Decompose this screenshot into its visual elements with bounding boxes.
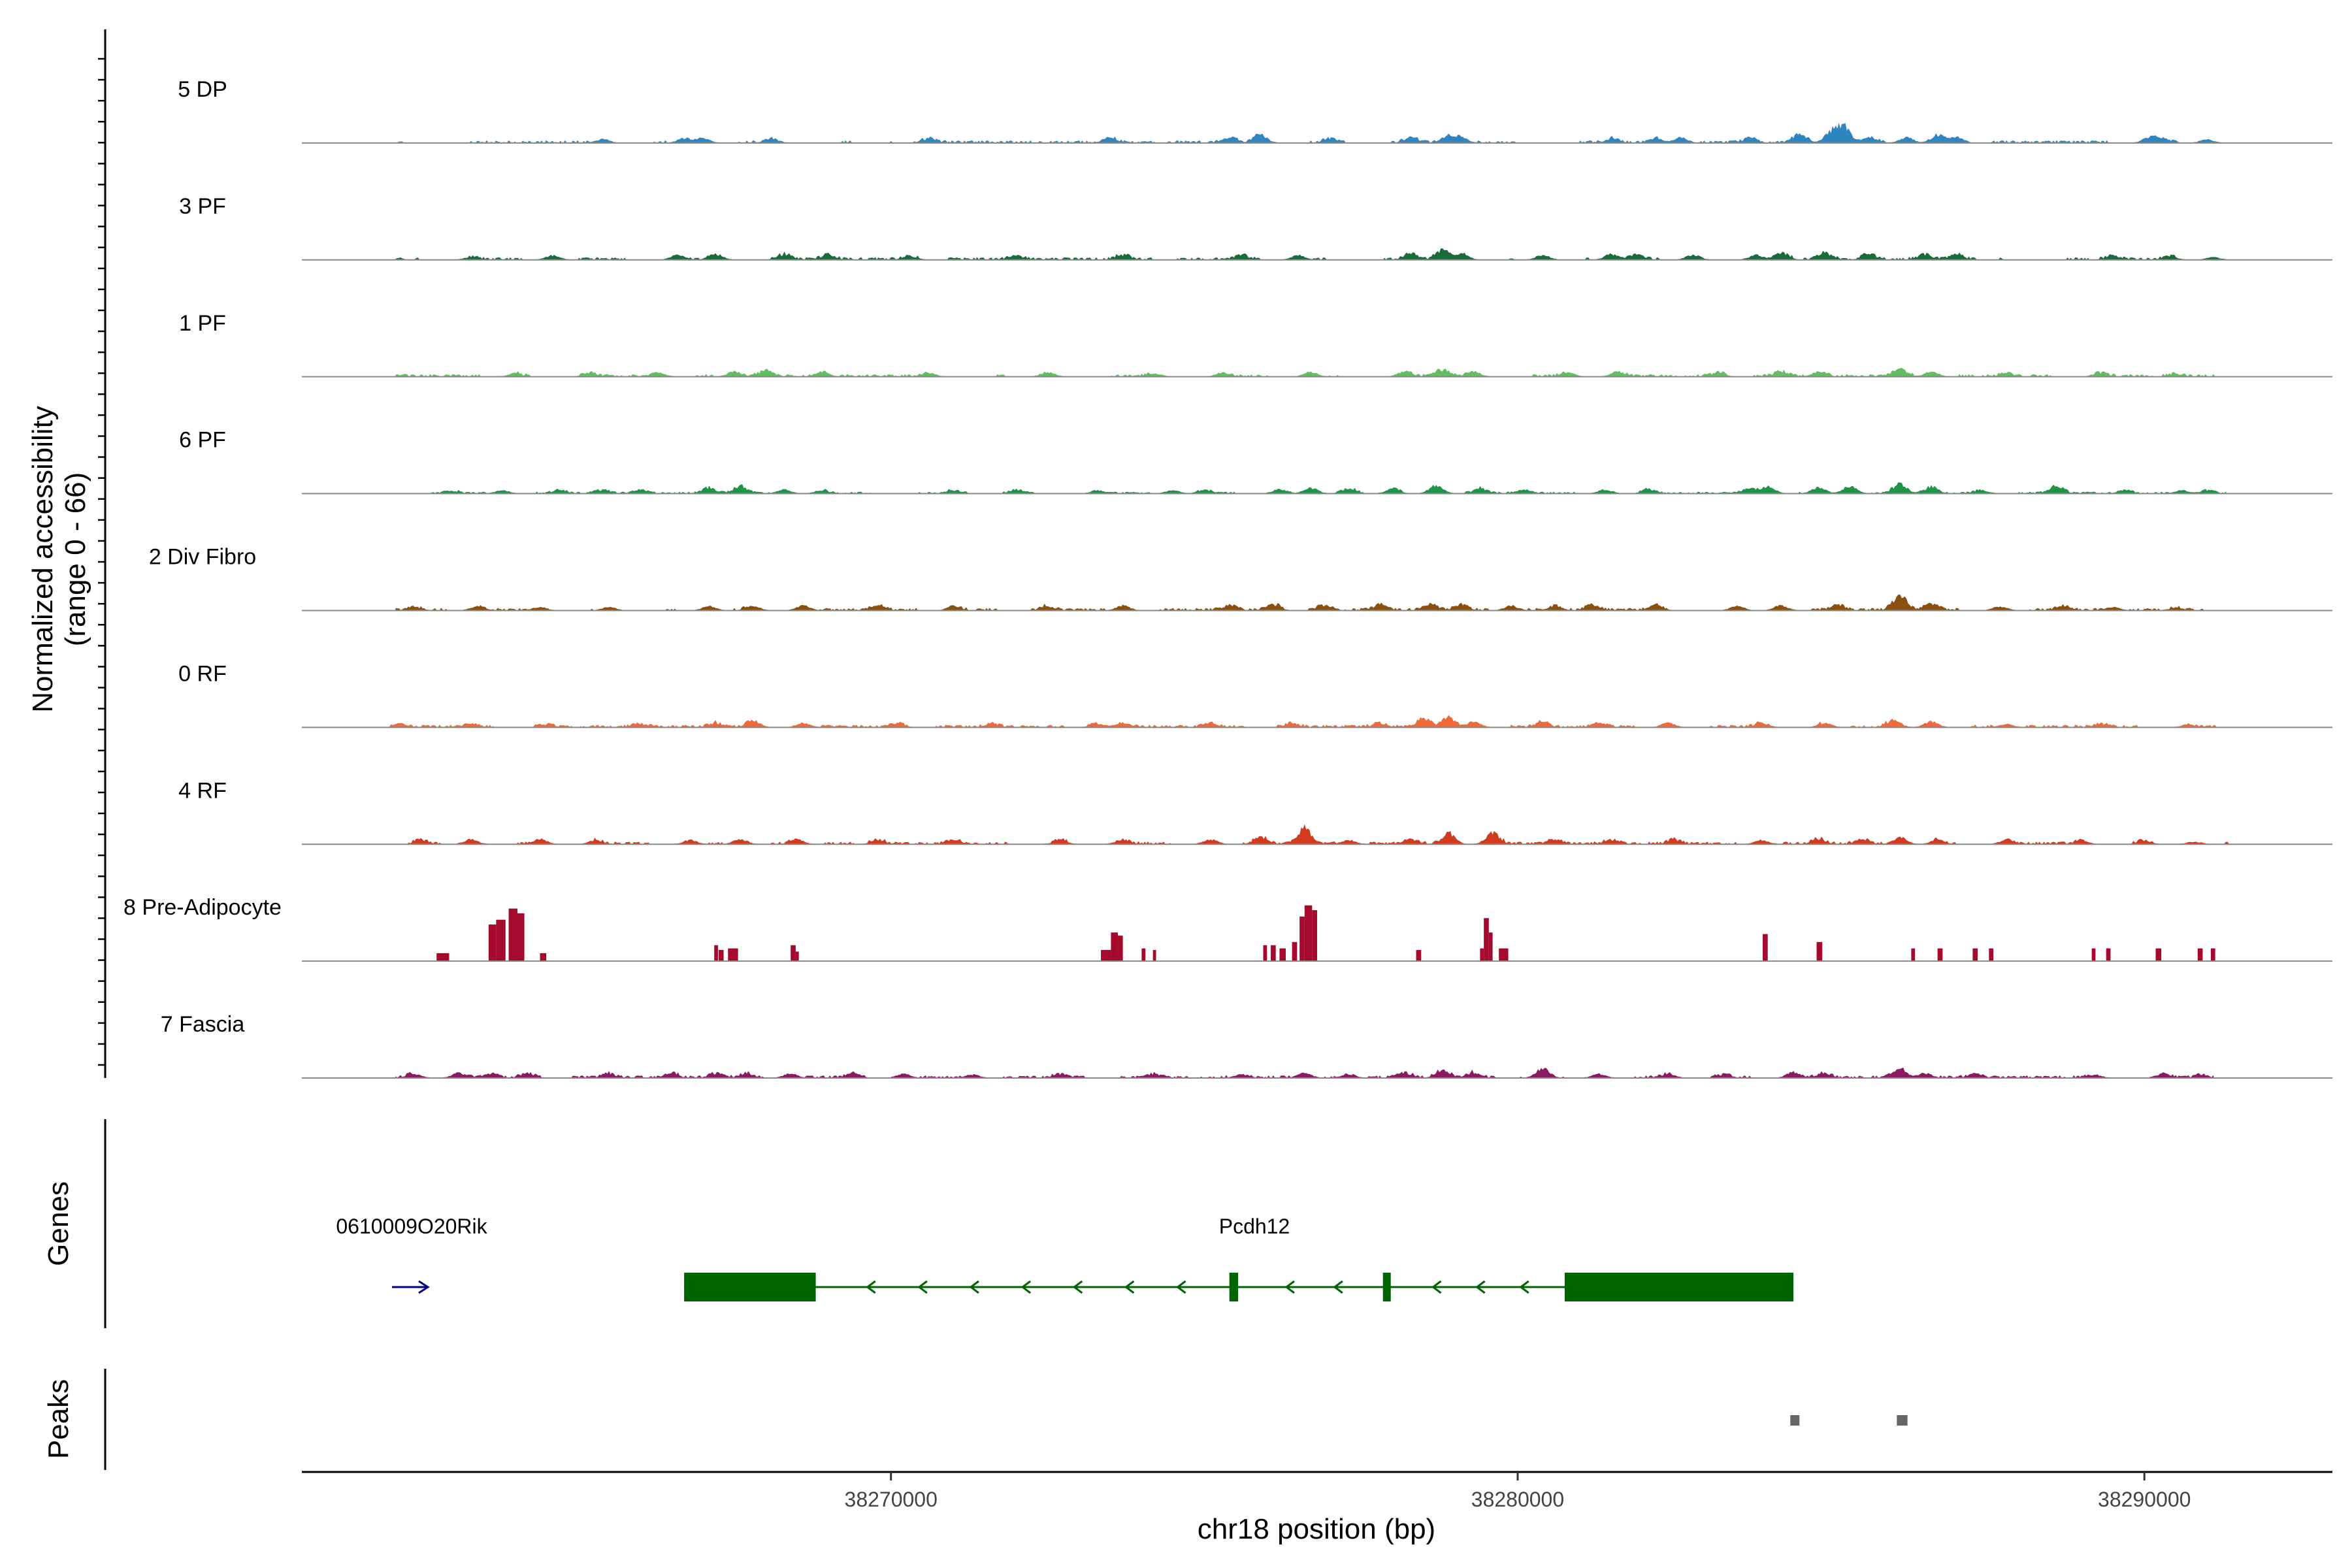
coverage-block	[2197, 948, 2203, 962]
x-tick-label: 38290000	[2098, 1488, 2191, 1511]
gene-label: Pcdh12	[1219, 1215, 1290, 1238]
coverage-block	[1911, 948, 1916, 962]
coverage-block	[2210, 948, 2215, 962]
track-4-rf	[302, 824, 2332, 845]
coverage-block	[1101, 950, 1111, 962]
track-label: 7 Fascia	[161, 1012, 245, 1037]
gene-label: 0610009O20Rik	[336, 1215, 487, 1238]
peaks-axis-label: Peaks	[42, 1379, 74, 1459]
coverage-area	[395, 1067, 2214, 1079]
coverage-block	[1480, 948, 1484, 962]
track-0-rf	[302, 715, 2332, 728]
coverage-tracks	[302, 122, 2332, 1079]
track-label: 0 RF	[178, 661, 227, 686]
gene-strand-chevron	[969, 1280, 979, 1294]
y-axis-label-line2: (range 0 - 66)	[59, 472, 91, 647]
coverage-block	[795, 951, 799, 962]
coverage-block	[1416, 950, 1422, 962]
coverage-block	[1488, 932, 1493, 962]
track-label: 2 Div Fibro	[149, 545, 256, 570]
track-1-pf	[302, 367, 2332, 378]
gene-strand-chevron	[1021, 1280, 1032, 1294]
peak-region	[1790, 1415, 1800, 1426]
gene-exon	[1564, 1273, 1794, 1301]
coverage-block	[2091, 948, 2096, 962]
coverage-block	[508, 908, 517, 962]
coverage-block	[1989, 948, 1994, 962]
peak-region	[1897, 1415, 1908, 1426]
coverage-block	[1141, 948, 1146, 962]
coverage-block	[1117, 936, 1123, 962]
y-axis-label-line1: Normalized accessibility	[27, 406, 59, 712]
gene-exon	[684, 1273, 816, 1301]
coverage-block	[540, 953, 547, 962]
track-6-pf	[302, 482, 2332, 495]
coverage-block	[2155, 948, 2162, 962]
track-2-div-fibro	[302, 594, 2332, 612]
gene-strand-chevron	[866, 1280, 876, 1294]
coverage-block	[488, 924, 497, 962]
track-3-pf	[302, 248, 2332, 261]
coverage-block	[1484, 918, 1489, 962]
gene-strand-chevron	[917, 1280, 928, 1294]
peak-track	[1790, 1415, 1908, 1426]
coverage-block	[1271, 945, 1276, 962]
track-label: 3 PF	[179, 194, 226, 219]
coverage-block	[1972, 948, 1978, 962]
coverage-block	[1312, 910, 1317, 962]
gene-strand-chevron	[1072, 1280, 1083, 1294]
gene-strand-chevron	[1431, 1280, 1442, 1294]
gene-exon	[1382, 1273, 1391, 1301]
track-5-dp	[302, 122, 2332, 144]
track-label: 6 PF	[179, 428, 226, 453]
coverage-block	[718, 950, 724, 962]
track-label: 5 DP	[178, 77, 227, 102]
coverage-block	[1263, 945, 1267, 962]
left-axis	[98, 29, 106, 1078]
gene-track: 0610009O20Rik Pcdh12	[336, 1215, 1794, 1301]
gene-strand-chevron	[1124, 1280, 1135, 1294]
coverage-block	[1111, 932, 1118, 962]
x-tick-label: 38270000	[845, 1488, 938, 1511]
coverage-block	[1292, 941, 1298, 962]
coverage-block	[2106, 948, 2111, 962]
coverage-block	[1279, 948, 1286, 962]
gene-strand-chevron	[1475, 1280, 1486, 1294]
gene-0610009o20rik: 0610009O20Rik	[336, 1215, 488, 1294]
coverage-block	[517, 913, 525, 962]
gene-exon	[1229, 1273, 1239, 1301]
coverage-block	[791, 945, 796, 962]
coverage-block	[1299, 916, 1305, 962]
track-label: 1 PF	[179, 311, 226, 336]
gene-strand-chevron	[1519, 1280, 1529, 1294]
x-axis-title: chr18 position (bp)	[1198, 1513, 1435, 1545]
gene-pcdh12: Pcdh12	[684, 1215, 1794, 1301]
coverage-block	[1937, 948, 1943, 962]
gene-strand-chevron	[1176, 1280, 1186, 1294]
gene-strand-chevron	[1284, 1280, 1295, 1294]
coverage-block	[1152, 950, 1156, 962]
coverage-block	[1499, 948, 1509, 962]
track-label: 8 Pre-Adipocyte	[123, 895, 282, 920]
gene-arrow-head	[418, 1280, 430, 1294]
coverage-block	[436, 953, 449, 962]
gene-strand-chevron	[1333, 1280, 1343, 1294]
genes-axis-label: Genes	[42, 1181, 74, 1266]
track-7-fascia	[302, 1067, 2332, 1079]
track-label: 4 RF	[178, 778, 227, 803]
x-axis-ticks: 38270000 38280000 38290000	[845, 1472, 2191, 1511]
coverage-block	[496, 919, 506, 962]
track-8-pre-adipocyte	[302, 905, 2332, 962]
track-labels: 5 DP 3 PF 1 PF 6 PF 2 Div Fibro 0 RF 4 RF 8 Pre…	[123, 77, 282, 1037]
coverage-area	[395, 594, 2232, 612]
coverage-block	[714, 945, 718, 962]
coverage-block	[1304, 905, 1313, 962]
coverage-block	[728, 948, 738, 962]
x-tick-label: 38280000	[1471, 1488, 1564, 1511]
coverage-block	[1816, 941, 1823, 962]
coverage-block	[1763, 934, 1768, 962]
